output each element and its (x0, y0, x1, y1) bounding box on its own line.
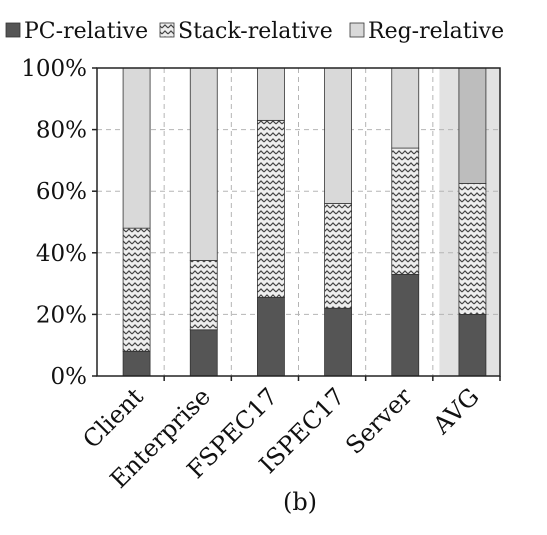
bar-ispec17-reg-relative (324, 67, 352, 204)
bar-server-pc-relative (391, 273, 420, 377)
y-tick-label: 80% (36, 118, 87, 144)
y-tick-label: 60% (36, 179, 87, 205)
legend-label: PC-relative (24, 19, 148, 44)
legend-label: Stack-relative (178, 19, 333, 44)
bars (96, 67, 501, 377)
y-axis: 0% 20% 40% 60% 80% 100% (21, 56, 97, 390)
bar-avg-reg-relative (458, 67, 487, 184)
bar-fspec17-reg-relative (257, 67, 285, 121)
y-tick-label: 40% (36, 241, 87, 267)
bar-enterprise-reg-relative (189, 67, 218, 261)
y-tick-label: 20% (36, 302, 87, 328)
bar-fspec17-pc-relative (257, 297, 285, 377)
category-label: Server (340, 382, 418, 460)
bar-client-reg-relative (122, 67, 151, 229)
y-tick-label: 0% (51, 364, 88, 390)
bar-fspec17-stack-relative (257, 119, 285, 298)
bar-client-pc-relative (122, 350, 151, 377)
legend-swatch (5, 22, 21, 38)
bar-enterprise-pc-relative (189, 329, 218, 377)
y-tick-label: 100% (21, 56, 87, 82)
legend-label: Reg-relative (368, 19, 504, 44)
grid-lines (97, 67, 500, 376)
category-label: AVG (427, 382, 485, 440)
bar-ispec17-stack-relative (324, 203, 352, 309)
bar-client-stack-relative (122, 227, 151, 352)
legend-swatch (349, 22, 365, 38)
legend: PC-relative Stack-relative Reg-relative (5, 19, 504, 44)
bar-enterprise-stack-relative (189, 260, 218, 331)
bar-avg-pc-relative (458, 313, 487, 377)
bar-server-stack-relative (391, 147, 420, 275)
bar-server-reg-relative (391, 67, 420, 149)
bar-ispec17-pc-relative (324, 307, 352, 377)
bar-avg-stack-relative (458, 183, 487, 315)
chart-caption: (b) (283, 488, 317, 516)
legend-swatch (159, 22, 175, 38)
